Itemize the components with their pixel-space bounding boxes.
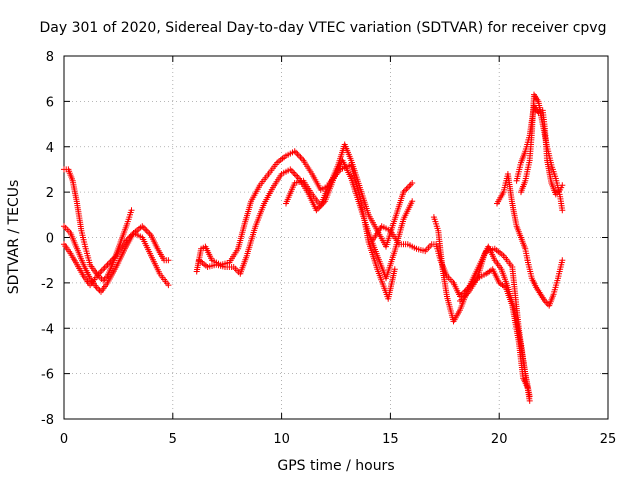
y-tick-label: -6 [41, 368, 54, 383]
series-track-10 [494, 171, 531, 264]
y-tick-label: -2 [41, 277, 54, 292]
x-tick-label: 25 [600, 432, 617, 447]
y-tick-labels: -8 -6 -4 -2 0 2 4 6 8 [41, 50, 54, 428]
plus-markers [494, 171, 531, 264]
x-tick-label: 15 [382, 432, 399, 447]
series-track-3 [61, 230, 172, 289]
series-track-9 [457, 266, 531, 391]
plus-markers [457, 266, 531, 391]
y-tick-label: -4 [41, 322, 54, 337]
y-tick-label: -8 [41, 413, 54, 428]
chart-title: Day 301 of 2020, Sidereal Day-to-day VTE… [40, 20, 607, 36]
plus-markers [524, 257, 566, 309]
y-tick-label: 6 [46, 95, 54, 110]
grid-lines [64, 56, 608, 419]
x-tick-labels: 0 5 10 15 20 25 [60, 432, 616, 447]
y-tick-label: 0 [46, 232, 54, 247]
tick-marks [63, 55, 609, 420]
data-points [61, 91, 566, 404]
x-tick-label: 0 [60, 432, 68, 447]
y-axis-label: SDTVAR / TECUs [6, 180, 22, 295]
series-track-4 [193, 141, 416, 275]
series-track-12 [518, 91, 566, 214]
series-track-13 [524, 257, 566, 309]
x-axis-label: GPS time / hours [277, 458, 394, 474]
series-track-6 [283, 161, 398, 302]
plus-markers [61, 166, 135, 284]
plus-markers [193, 141, 416, 275]
plus-markers [518, 91, 566, 214]
y-tick-label: 4 [46, 141, 54, 156]
x-tick-label: 10 [273, 432, 290, 447]
y-tick-label: 2 [46, 186, 54, 201]
series-track-1 [61, 166, 135, 284]
x-tick-label: 20 [491, 432, 508, 447]
x-tick-label: 5 [169, 432, 177, 447]
plus-markers [283, 161, 398, 302]
plus-markers [61, 230, 172, 289]
y-tick-label: 8 [46, 50, 54, 65]
